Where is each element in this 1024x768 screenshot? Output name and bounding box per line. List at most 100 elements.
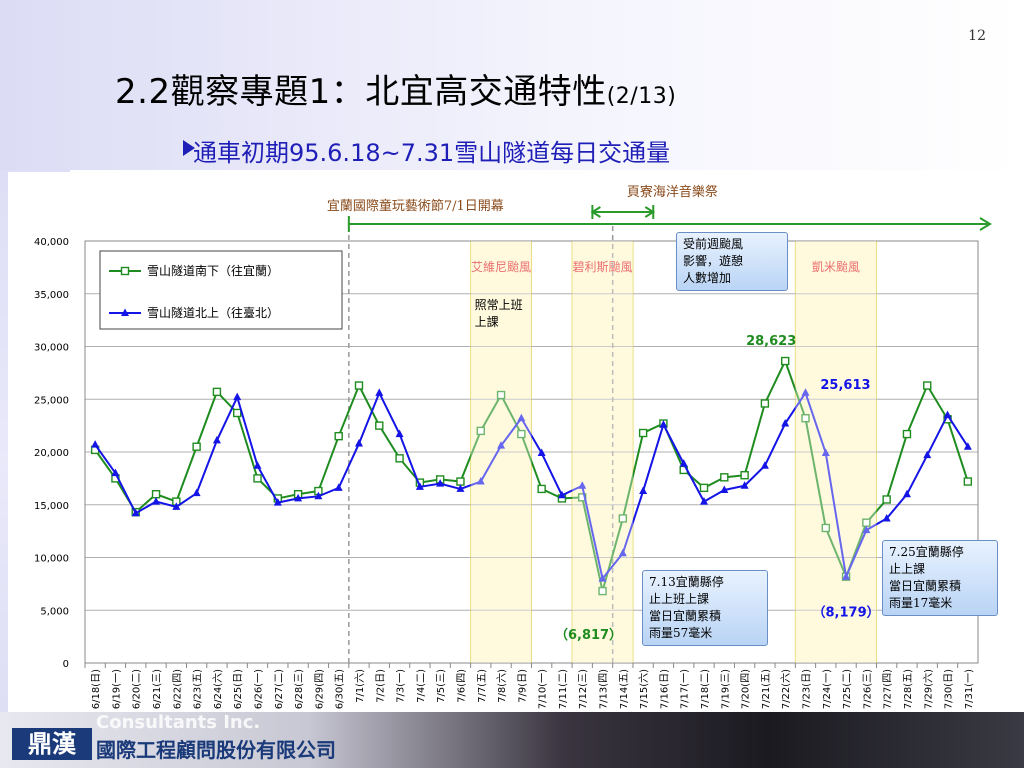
x-tick-label: 6/22(四) <box>172 669 183 709</box>
x-tick-label: 6/20(二) <box>132 669 143 709</box>
x-tick-label: 7/6(四) <box>456 669 467 703</box>
x-tick-label: 7/26(三) <box>862 669 873 709</box>
callout-713-line-1: 7.13宜蘭縣停 <box>649 575 724 589</box>
data-point <box>212 387 222 397</box>
music-arrow-label: 頁寮海洋音樂祭 <box>627 184 718 200</box>
chart-panel: 艾維尼颱風 碧利斯颱風 凱米颱風 0 5,000 10,000 15,000 20,000 25… <box>8 172 1000 712</box>
data-point <box>923 450 932 459</box>
data-point <box>233 392 242 401</box>
data-point <box>273 498 282 506</box>
callout-upper-line-2: 影響，遊憩 <box>683 254 744 268</box>
data-point <box>152 497 161 505</box>
typhoon-band-wash <box>572 241 633 663</box>
y-tick-label: 20,000 <box>34 448 69 459</box>
commute-note-line: 上課 <box>475 314 499 329</box>
x-tick-label: 7/25(二) <box>842 669 853 709</box>
typhoon-band-label: 艾維尼颱風 <box>471 259 531 274</box>
x-tick-label: 6/19(一) <box>111 669 122 709</box>
footer-company-name: 國際工程顧問股份有限公司 <box>96 738 336 762</box>
company-logo: 鼎漢 <box>12 728 92 760</box>
data-point <box>618 514 628 523</box>
x-tick-label: 6/25(日) <box>233 669 244 709</box>
data-point <box>334 431 343 441</box>
x-tick-label: 6/26(一) <box>254 669 265 709</box>
slide-title-suffix: (2/13) <box>606 84 677 109</box>
data-point <box>253 474 262 483</box>
typhoon-band-wash <box>795 241 877 663</box>
x-tick-label: 6/18(日) <box>91 669 102 709</box>
x-tick-label: 6/23(五) <box>193 669 204 709</box>
x-tick-label: 7/16(日) <box>659 669 670 709</box>
y-tick-label: 40,000 <box>34 237 69 248</box>
callout-upper-line-1: 受前週颱風 <box>683 237 744 251</box>
y-tick-label: 0 <box>63 659 69 670</box>
x-tick-label: 6/27(二) <box>274 669 285 709</box>
data-point <box>354 439 363 447</box>
callout-725-line-2: 止上課 <box>889 562 926 576</box>
data-point <box>233 408 242 418</box>
data-point <box>151 490 161 499</box>
data-point <box>659 420 668 428</box>
x-tick-label: 7/11(二) <box>558 669 569 709</box>
data-point <box>131 508 140 517</box>
x-tick-label: 7/5(三) <box>436 669 447 703</box>
data-point <box>781 419 790 427</box>
data-point <box>557 490 566 499</box>
legend-label: 雪山隧道北上（往臺北） <box>147 305 279 320</box>
data-point <box>212 435 221 444</box>
festival-arrow-label: 宜蘭國際童玩藝術節7/1日開幕 <box>327 198 504 214</box>
x-tick-label: 7/22(六) <box>780 669 792 709</box>
data-point <box>821 448 830 457</box>
callout-713-line-4: 雨量57毫米 <box>649 626 713 640</box>
data-point <box>780 356 790 366</box>
data-point <box>679 459 688 467</box>
data-point <box>334 483 343 491</box>
data-point <box>598 586 607 596</box>
data-point <box>537 448 546 457</box>
x-tick-label: 7/19(三) <box>720 669 731 709</box>
data-point <box>639 486 648 495</box>
slide-title-text: 2.2觀察專題1：北宜高交通特性 <box>115 72 607 112</box>
x-tick-label: 7/3(一) <box>396 669 407 703</box>
data-point <box>517 413 526 422</box>
x-tick-label: 7/20(四) <box>741 669 752 709</box>
x-tick-label: 7/9(日) <box>517 669 528 703</box>
series-line <box>94 358 969 592</box>
y-tick-label: 5,000 <box>40 606 69 617</box>
data-point <box>902 429 912 439</box>
typhoon-band-label: 凱米颱風 <box>812 259 860 274</box>
data-point <box>496 390 506 400</box>
data-point <box>618 548 627 557</box>
legend: 雪山隧道南下（往宜蘭） 雪山隧道北上（往臺北） <box>99 250 343 330</box>
data-point <box>963 477 973 486</box>
data-point <box>172 502 181 510</box>
x-tick-label: 7/30(日) <box>944 669 955 709</box>
legend-marker <box>120 266 130 276</box>
data-point <box>700 497 709 505</box>
data-point <box>740 481 749 489</box>
x-tick-label: 7/31(一) <box>964 669 975 709</box>
data-point <box>354 381 364 390</box>
x-tick-label: 7/24(一) <box>822 669 833 709</box>
data-point <box>740 471 749 480</box>
x-tick-label: 6/28(三) <box>294 669 305 709</box>
x-tick-label: 7/27(四) <box>883 669 894 709</box>
x-tick-label: 7/21(五) <box>761 669 772 709</box>
data-point <box>294 493 303 502</box>
data-point <box>537 484 546 494</box>
data-point <box>476 426 485 436</box>
data-point <box>111 468 120 477</box>
x-tick-label: 7/7(五) <box>477 669 488 703</box>
slide-subtitle: 通車初期95.6.18~7.31雪山隧道每日交通量 <box>193 139 671 167</box>
footer-english-name: Consultants Inc. <box>96 712 261 733</box>
point-value-label: （8,179） <box>813 605 880 621</box>
data-point <box>476 477 485 485</box>
data-point <box>943 410 952 419</box>
x-tick-label: 7/29(六) <box>922 669 934 709</box>
callout-713-closure: 7.13宜蘭縣停 止上班上課 當日宜蘭累積 雨量57毫米 <box>642 570 768 646</box>
y-tick-label: 35,000 <box>34 290 69 301</box>
legend-box <box>99 250 343 330</box>
legend-marker <box>121 308 129 316</box>
data-point <box>801 414 810 423</box>
x-tick-label: 7/2(日) <box>375 669 386 703</box>
